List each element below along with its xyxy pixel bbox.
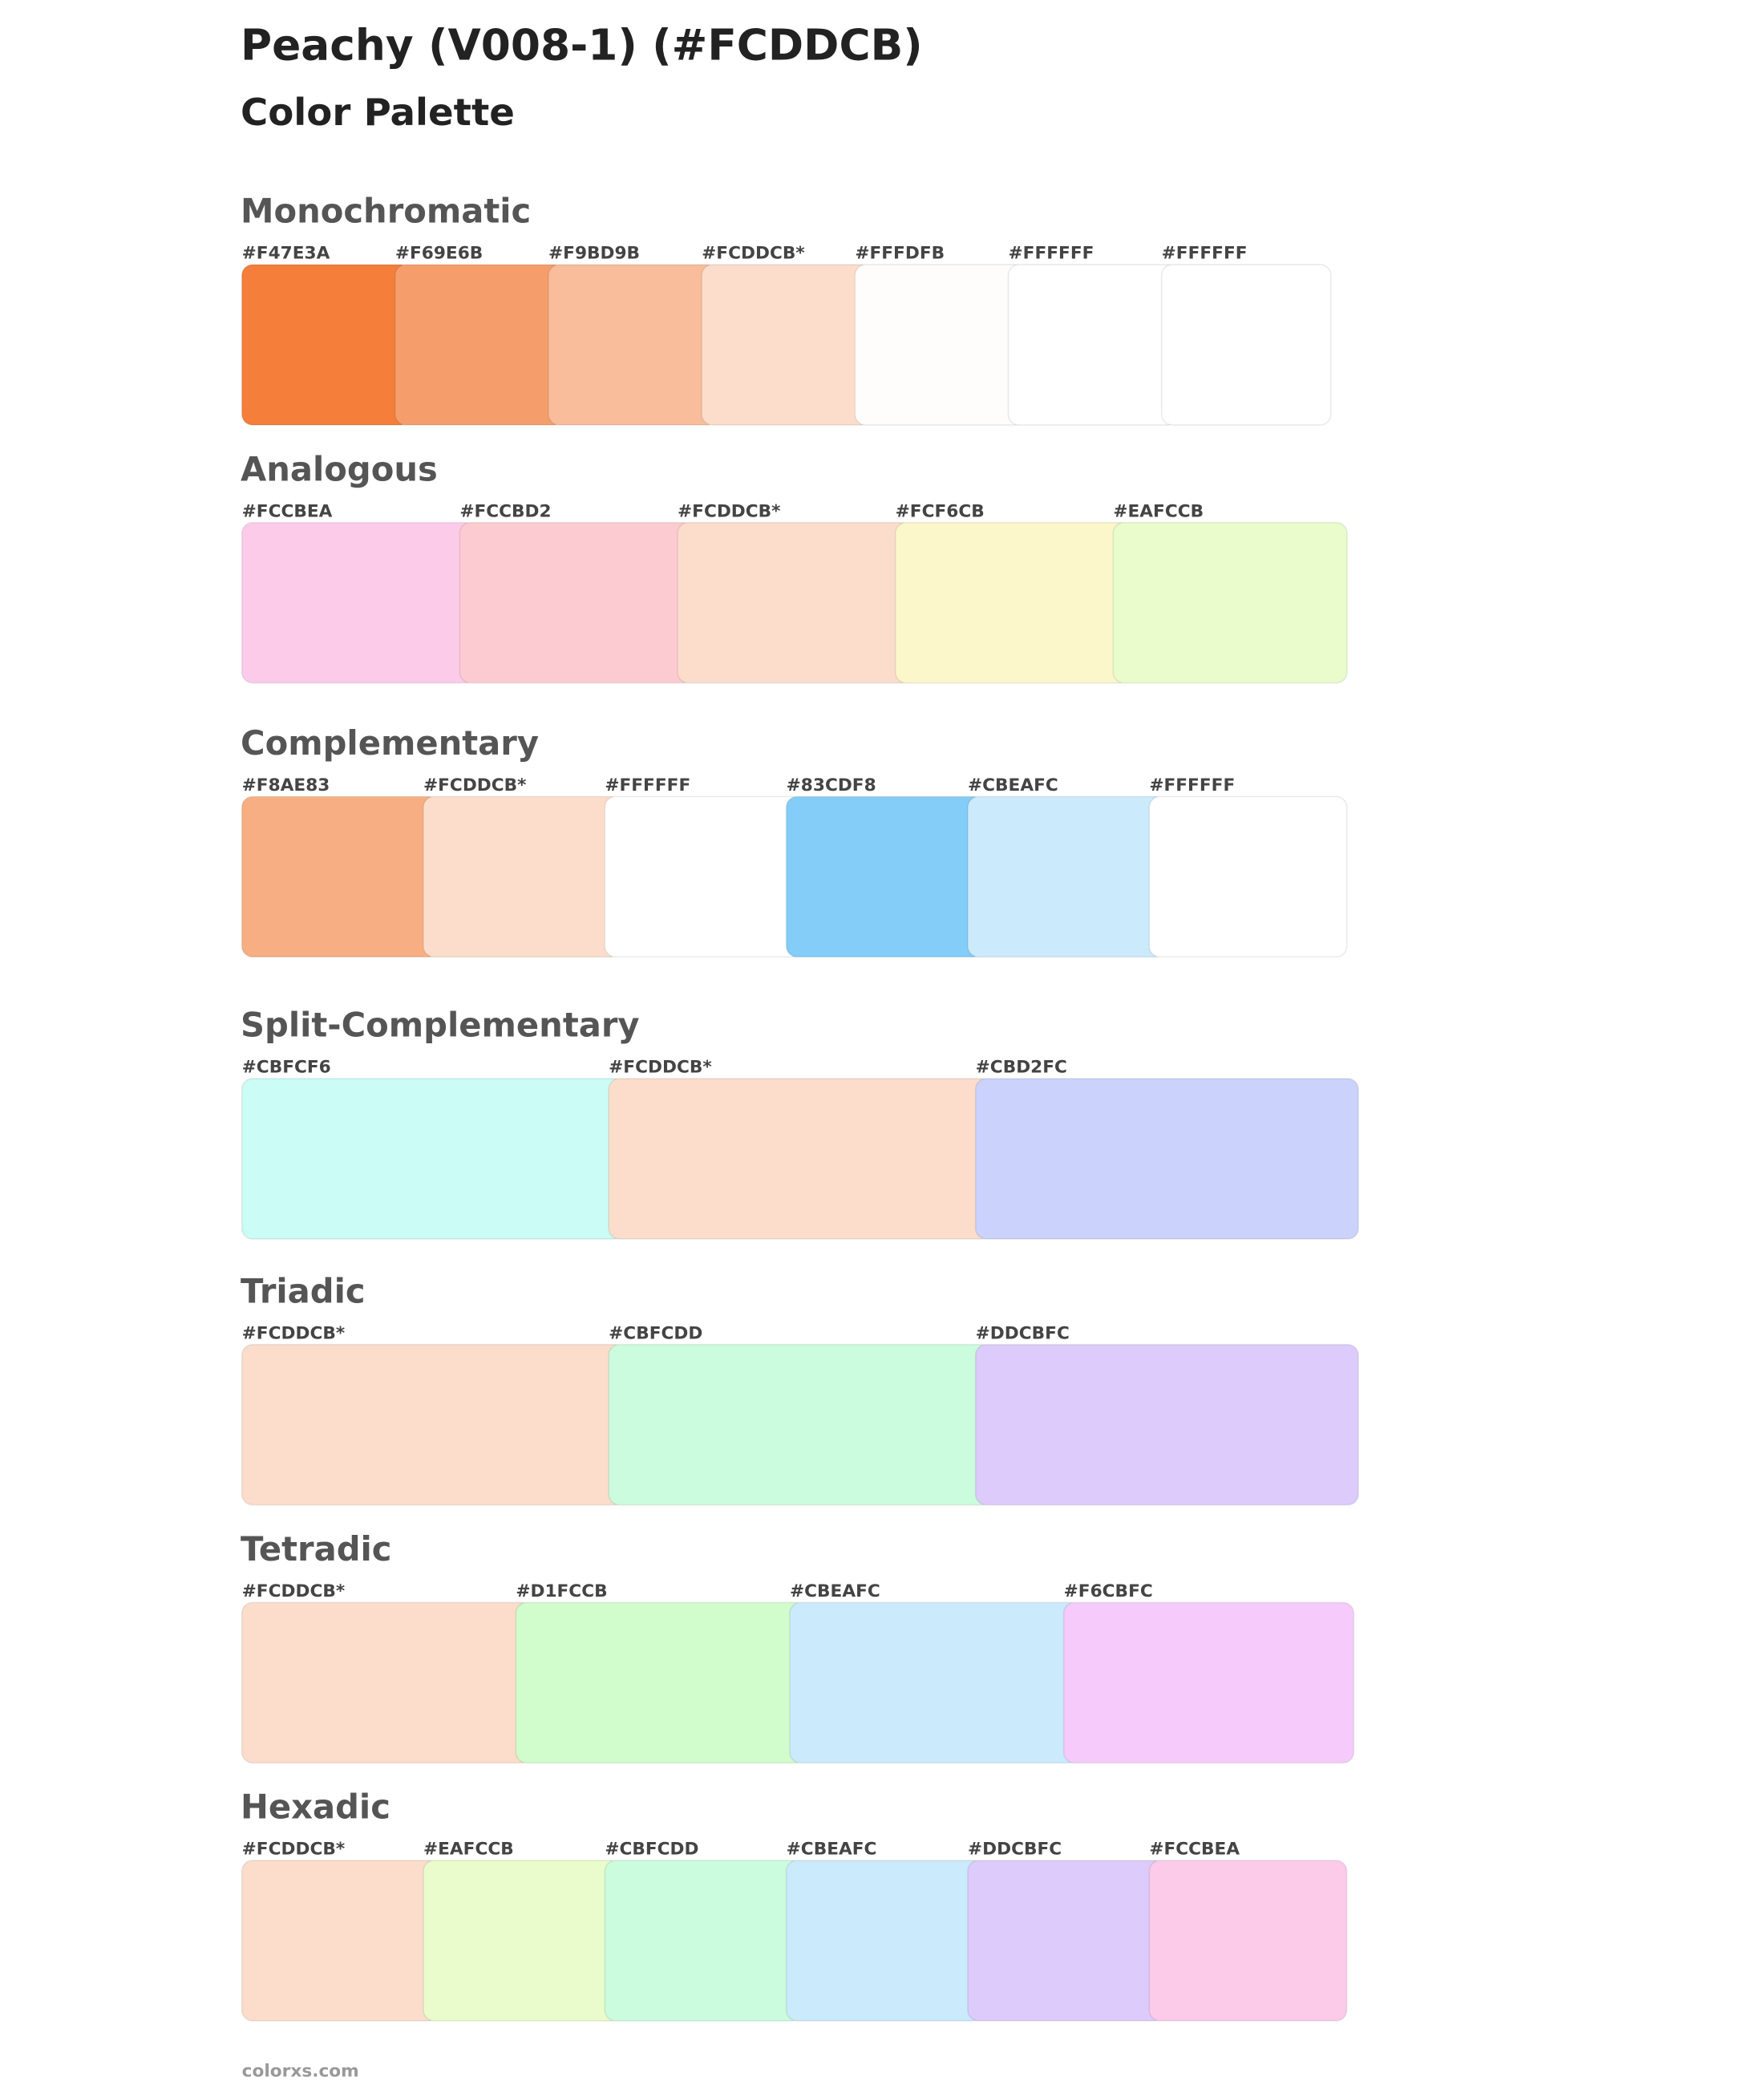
swatch-label: #CBEAFC — [790, 1581, 880, 1601]
swatch-label: #FCDDCB* — [423, 775, 527, 796]
footer[interactable]: colorxs.com — [242, 2061, 359, 2081]
section-title: Split-Complementary — [241, 1006, 640, 1045]
color-swatch — [604, 1860, 803, 2022]
swatch-label: #F47E3A — [242, 244, 330, 264]
swatch-label: #CBEAFC — [787, 1840, 877, 1860]
color-swatch — [974, 1343, 1359, 1506]
swatch-label: #FCCBEA — [1149, 1840, 1240, 1860]
color-swatch — [394, 264, 565, 426]
color-swatch — [604, 796, 803, 958]
color-swatch — [241, 1078, 626, 1240]
color-swatch — [515, 1601, 807, 1764]
color-swatch — [241, 1860, 440, 2022]
swatch-label: #FCDDCB* — [242, 1581, 346, 1601]
color-swatch — [1062, 1601, 1355, 1764]
section-title: Triadic — [241, 1271, 366, 1310]
swatch-label: #CBFCF6 — [242, 1058, 331, 1078]
swatch-label: #DDCBFC — [968, 1840, 1062, 1860]
swatch-label: #FFFDFB — [855, 244, 945, 264]
color-swatch — [1148, 1860, 1348, 2022]
page-subtitle: Color Palette — [241, 91, 515, 135]
section-title: Complementary — [241, 723, 539, 763]
color-swatch — [785, 796, 985, 958]
color-swatch — [608, 1343, 993, 1506]
swatch-label: #F8AE83 — [242, 775, 330, 796]
color-swatch — [894, 521, 1131, 684]
color-swatch — [785, 1860, 985, 2022]
swatch-label: #D1FCCB — [516, 1581, 607, 1601]
color-swatch — [1112, 521, 1348, 684]
color-swatch — [241, 264, 412, 426]
swatch-label: #FFFFFF — [1009, 244, 1094, 264]
color-swatch — [459, 521, 694, 684]
color-swatch — [854, 264, 1026, 426]
swatch-label: #FCCBD2 — [459, 501, 551, 521]
color-swatch — [241, 1343, 626, 1506]
swatch-label: #FCCBEA — [242, 501, 333, 521]
swatch-label: #CBFCDD — [605, 1840, 698, 1860]
swatch-label: #FCDDCB* — [702, 244, 805, 264]
swatch-label: #EAFCCB — [1113, 501, 1204, 521]
color-swatch — [241, 1601, 533, 1764]
section-title: Hexadic — [241, 1787, 390, 1827]
swatch-label: #FFFFFF — [1149, 775, 1235, 796]
section-title: Monochromatic — [241, 192, 531, 231]
swatch-label: #FFFFFF — [1162, 244, 1248, 264]
color-swatch — [608, 1078, 993, 1240]
color-swatch — [241, 796, 440, 958]
swatch-label: #FFFFFF — [605, 775, 690, 796]
color-swatch — [967, 1860, 1167, 2022]
swatch-label: #DDCBFC — [976, 1323, 1070, 1343]
swatch-label: #CBD2FC — [976, 1058, 1067, 1078]
color-swatch — [701, 264, 872, 426]
swatch-label: #CBFCDD — [609, 1323, 702, 1343]
color-swatch — [677, 521, 912, 684]
color-swatch — [1148, 796, 1348, 958]
swatch-label: #FCDDCB* — [242, 1840, 346, 1860]
swatch-label: #FCDDCB* — [678, 501, 781, 521]
section-title: Tetradic — [241, 1529, 392, 1569]
swatch-label: #EAFCCB — [423, 1840, 514, 1860]
color-swatch — [423, 796, 622, 958]
swatch-label: #F9BD9B — [548, 244, 640, 264]
swatch-label: #FCDDCB* — [242, 1323, 346, 1343]
color-swatch — [1007, 264, 1179, 426]
swatch-label: #FCDDCB* — [609, 1058, 712, 1078]
swatch-label: #83CDF8 — [787, 775, 876, 796]
color-swatch — [1160, 264, 1332, 426]
color-swatch — [241, 521, 477, 684]
swatch-label: #FCF6CB — [896, 501, 985, 521]
swatch-label: #F6CBFC — [1064, 1581, 1153, 1601]
color-swatch — [423, 1860, 622, 2022]
swatch-label: #CBEAFC — [968, 775, 1058, 796]
color-swatch — [789, 1601, 1081, 1764]
swatch-label: #F69E6B — [395, 244, 483, 264]
page-title: Peachy (V008-1) (#FCDDCB) — [241, 20, 923, 71]
section-title: Analogous — [241, 449, 438, 488]
color-swatch — [974, 1078, 1359, 1240]
color-swatch — [548, 264, 718, 426]
color-swatch — [967, 796, 1167, 958]
